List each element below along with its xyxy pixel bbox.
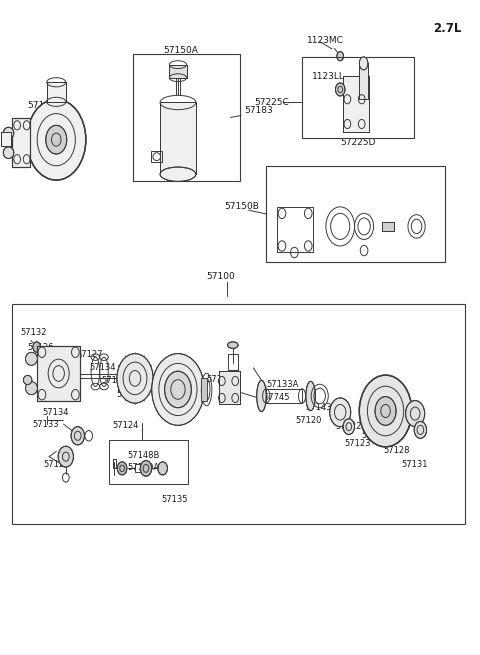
Bar <box>160 102 196 174</box>
Circle shape <box>117 354 153 403</box>
Circle shape <box>33 342 40 352</box>
Ellipse shape <box>257 381 266 411</box>
Text: 57133A: 57133A <box>266 381 299 389</box>
Bar <box>343 77 369 132</box>
Bar <box>37 346 80 402</box>
Bar <box>37 346 80 402</box>
Ellipse shape <box>3 127 14 139</box>
Circle shape <box>152 354 204 425</box>
Text: 57133: 57133 <box>33 420 59 428</box>
Circle shape <box>46 125 67 154</box>
Text: 1123LL: 1123LL <box>312 72 345 81</box>
Text: 57126: 57126 <box>28 343 54 352</box>
Text: 57122: 57122 <box>336 422 362 431</box>
Bar <box>227 382 239 390</box>
Text: 57149A: 57149A <box>128 463 160 472</box>
Bar <box>218 371 240 404</box>
Text: 57135: 57135 <box>161 495 188 504</box>
Bar <box>1 132 11 146</box>
Text: 57149A: 57149A <box>102 377 134 386</box>
Bar <box>1 132 11 146</box>
Bar <box>201 378 206 402</box>
Circle shape <box>27 99 86 180</box>
Ellipse shape <box>25 382 37 395</box>
Circle shape <box>360 375 412 447</box>
Ellipse shape <box>25 352 37 365</box>
Bar <box>302 57 414 138</box>
Text: 57150A: 57150A <box>164 46 199 55</box>
Circle shape <box>165 371 192 407</box>
Circle shape <box>343 419 355 434</box>
Bar <box>360 64 368 99</box>
Bar <box>169 65 187 78</box>
Bar <box>160 102 196 174</box>
Text: 57123: 57123 <box>344 439 371 448</box>
Bar <box>277 207 313 252</box>
Circle shape <box>337 52 344 61</box>
Text: 2.7L: 2.7L <box>433 22 462 35</box>
Bar <box>360 64 368 99</box>
Text: 57183: 57183 <box>245 107 274 115</box>
Text: 57130B: 57130B <box>362 430 394 440</box>
Text: 57115: 57115 <box>116 390 142 398</box>
Bar <box>12 118 31 167</box>
Ellipse shape <box>24 375 32 384</box>
Ellipse shape <box>3 147 14 159</box>
Bar <box>266 166 445 262</box>
Bar <box>113 458 116 468</box>
Text: 57225C: 57225C <box>254 98 289 107</box>
Circle shape <box>140 460 152 476</box>
Bar <box>266 389 302 403</box>
Bar <box>343 77 369 132</box>
Circle shape <box>330 398 351 426</box>
Circle shape <box>375 397 396 425</box>
Text: 1123MC: 1123MC <box>307 36 344 45</box>
Circle shape <box>336 83 345 96</box>
Bar <box>47 83 66 102</box>
Circle shape <box>117 462 127 475</box>
Bar <box>382 222 394 231</box>
Ellipse shape <box>160 167 196 181</box>
Bar <box>169 65 187 78</box>
Bar <box>382 222 394 231</box>
Text: 57128: 57128 <box>383 445 409 455</box>
Text: 57143B: 57143B <box>305 403 337 411</box>
Bar <box>201 378 206 402</box>
Text: 57134: 57134 <box>42 408 69 417</box>
Bar <box>12 118 31 167</box>
Circle shape <box>406 401 425 426</box>
Text: 57120: 57120 <box>295 416 321 424</box>
Ellipse shape <box>306 381 315 411</box>
Bar <box>132 54 240 181</box>
Text: 57131: 57131 <box>401 460 428 469</box>
Text: 57132: 57132 <box>21 328 47 337</box>
Text: 57745: 57745 <box>263 393 289 402</box>
Bar <box>12 304 465 525</box>
Circle shape <box>71 426 84 445</box>
Text: 57150B: 57150B <box>225 202 260 212</box>
Bar <box>152 151 162 162</box>
Circle shape <box>58 446 73 467</box>
Bar <box>135 464 142 472</box>
Text: 57100: 57100 <box>28 102 56 110</box>
Bar <box>47 83 66 102</box>
Text: 57148B: 57148B <box>128 451 160 460</box>
Bar <box>218 371 240 404</box>
Text: 57129: 57129 <box>43 460 70 469</box>
Text: 57134: 57134 <box>90 364 116 373</box>
Text: 57125: 57125 <box>206 375 233 384</box>
Bar <box>109 440 188 484</box>
Text: 57225D: 57225D <box>340 138 375 147</box>
Text: 57127: 57127 <box>76 350 103 360</box>
Text: 57124: 57124 <box>112 421 138 430</box>
Circle shape <box>414 421 427 438</box>
Ellipse shape <box>360 57 368 70</box>
Bar <box>228 354 238 370</box>
Text: 57100: 57100 <box>206 272 235 281</box>
Circle shape <box>158 462 168 475</box>
Ellipse shape <box>228 342 238 348</box>
